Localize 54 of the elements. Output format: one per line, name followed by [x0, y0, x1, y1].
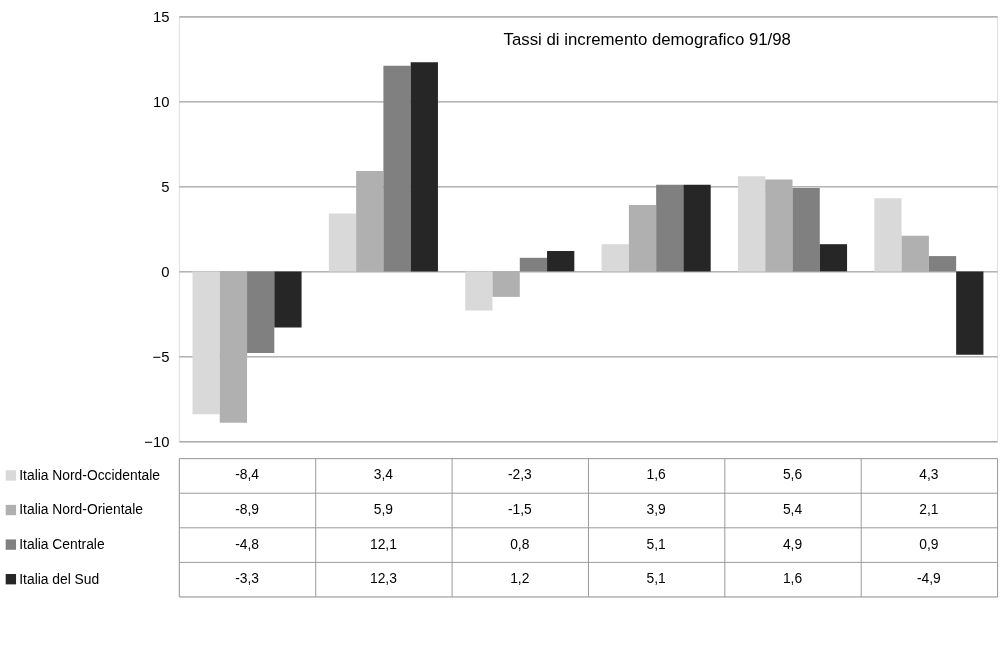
bar — [192, 271, 220, 415]
data-label: 0,9 — [919, 535, 939, 552]
legend-label: Italia Nord-Occidentale — [19, 466, 161, 483]
data-label: 5,6 — [782, 466, 803, 483]
bar — [956, 271, 984, 355]
y-tick-label: 10 — [152, 93, 170, 110]
data-label: 1,2 — [510, 570, 530, 587]
data-label: 2,1 — [919, 500, 939, 517]
data-label: 3,9 — [646, 500, 667, 517]
data-label: -8,4 — [235, 466, 260, 483]
data-label: -3,3 — [235, 570, 260, 587]
bar — [274, 271, 302, 328]
y-tick-label: −10 — [144, 433, 170, 450]
bar — [219, 271, 248, 423]
legend-label: Italia Centrale — [19, 536, 105, 553]
text: Tassi di incremento demografico 91/98 — [503, 30, 791, 50]
data-label: 4,3 — [919, 466, 939, 483]
legend-label: Italia del Sud — [19, 570, 100, 587]
data-label: 5,9 — [373, 500, 394, 517]
data-label: 12,3 — [369, 570, 398, 587]
bar — [737, 176, 766, 272]
data-label: 1,6 — [646, 466, 667, 483]
bar — [819, 244, 848, 272]
data-label: 5,1 — [646, 535, 667, 552]
bar — [247, 271, 275, 353]
data-label: 3,4 — [373, 466, 394, 483]
bar — [628, 205, 657, 272]
bar — [465, 271, 493, 311]
y-tick-label: 15 — [152, 8, 170, 25]
bar — [601, 244, 629, 272]
legend-label: Italia Nord-Orientale — [19, 501, 144, 518]
y-tick-label: −5 — [152, 348, 170, 365]
data-label: 5,4 — [782, 500, 803, 517]
bar — [492, 271, 520, 297]
data-label: 1,6 — [782, 570, 803, 587]
bar — [765, 179, 793, 272]
data-label: 12,1 — [369, 535, 398, 552]
data-label: -1,5 — [507, 500, 532, 517]
bar — [328, 213, 357, 272]
bar — [683, 184, 711, 272]
data-label: -2,3 — [507, 466, 532, 483]
data-label: 5,1 — [646, 570, 667, 587]
bar — [356, 171, 384, 272]
bar — [874, 198, 902, 272]
data-label: -4,8 — [235, 535, 260, 552]
bar — [901, 235, 929, 272]
y-tick-label: 5 — [161, 178, 170, 195]
data-label: 4,9 — [782, 535, 803, 552]
bar — [547, 250, 575, 272]
data-label: -8,9 — [235, 500, 260, 517]
data-label: -4,9 — [916, 570, 942, 587]
y-tick-label: 0 — [161, 263, 170, 280]
data-label: 0,8 — [510, 535, 530, 552]
bar — [410, 62, 438, 272]
